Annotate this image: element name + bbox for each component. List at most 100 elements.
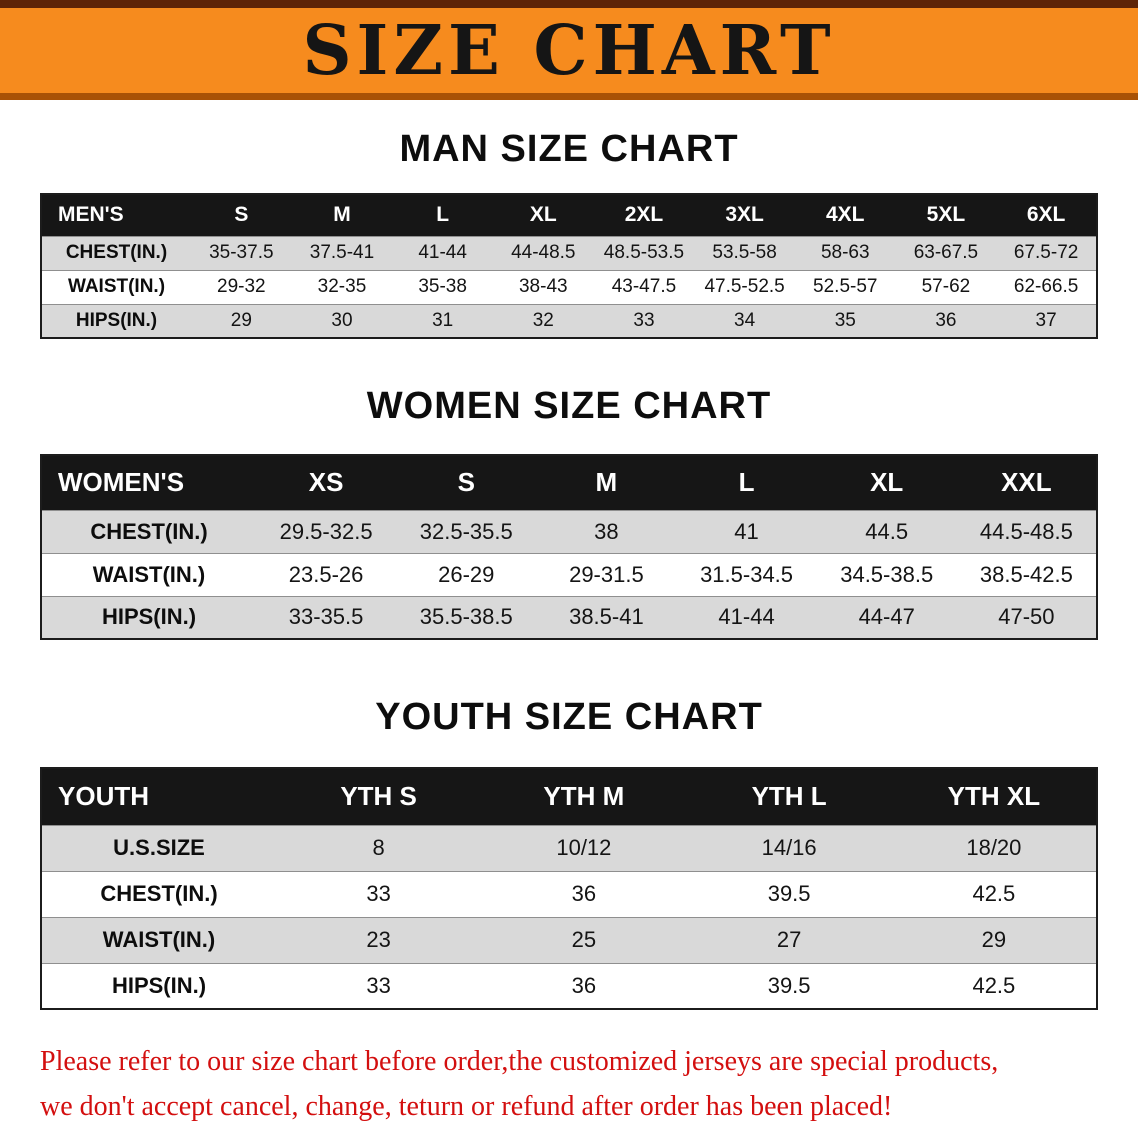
women-size-section: WOMEN SIZE CHART WOMEN'S XS S M L XL XXL CHEST(…	[0, 385, 1138, 640]
size-value-cell: 35-38	[418, 276, 467, 297]
disclaimer-line-1: Please refer to our size chart before or…	[40, 1046, 999, 1077]
men-size-section: MAN SIZE CHART MEN'S S M L XL 2XL 3XL 4XL 5XL 6XL…	[0, 128, 1138, 339]
size-value-cell: 57-62	[921, 276, 971, 297]
size-value-cell: 30	[331, 309, 353, 331]
size-value-cell: 58-63	[820, 242, 870, 263]
size-value-cell: 33	[366, 972, 391, 998]
size-value-cell: 43-47.5	[611, 276, 677, 297]
size-value-cell: 35.5-38.5	[419, 604, 513, 630]
row-label-cell: CHEST(IN.)	[90, 518, 208, 544]
size-value-cell: 39.5	[767, 972, 811, 998]
size-value-cell: 38	[594, 518, 619, 544]
size-column-header: YTH XL	[947, 781, 1041, 812]
row-label-cell: HIPS(IN.)	[111, 972, 207, 998]
size-value-cell: 25	[571, 927, 597, 952]
size-column-header: M	[333, 203, 351, 227]
table-title-cell: MEN'S	[58, 203, 124, 227]
measurement-row: U.S.SIZE 8 10/12 14/16 18/20	[41, 825, 1097, 871]
banner-title: SIZE CHART	[302, 10, 836, 91]
size-column-header: XL	[870, 467, 904, 498]
size-column-header: 4XL	[826, 203, 865, 227]
disclaimer: Please refer to our size chart before or…	[40, 1040, 1118, 1130]
size-value-cell: 62-66.5	[1013, 276, 1079, 297]
size-column-header: L	[436, 203, 450, 227]
size-value-cell: 32-35	[317, 276, 367, 297]
size-value-cell: 41	[734, 518, 759, 544]
size-value-cell: 14/16	[761, 835, 817, 860]
size-value-cell: 37	[1035, 309, 1057, 331]
size-value-cell: 33-35.5	[288, 604, 364, 630]
size-value-cell: 29.5-32.5	[279, 518, 373, 544]
size-value-cell: 41-44	[418, 242, 467, 263]
measurement-row: WAIST(IN.) 23.5-26 26-29 29-31.5 31.5-34.5 34…	[41, 553, 1097, 596]
size-value-cell: 23.5-26	[288, 561, 364, 587]
table-title-cell: YOUTH	[58, 781, 149, 812]
table-header-row: YOUTH YTH S YTH M YTH L YTH XL	[41, 768, 1097, 825]
measurement-row: CHEST(IN.) 35-37.5 37.5-41 41-44 44-48.5 48.5…	[41, 236, 1097, 270]
size-column-header: 2XL	[624, 203, 664, 227]
size-value-cell: 27	[776, 927, 802, 952]
size-value-cell: 23	[366, 927, 391, 952]
size-value-cell: 42.5	[972, 972, 1016, 998]
measurement-row: CHEST(IN.) 33 36 39.5 42.5	[41, 871, 1097, 917]
size-value-cell: 34	[734, 309, 756, 331]
size-column-header: XS	[308, 467, 344, 498]
size-value-cell: 29	[230, 309, 252, 331]
size-column-header: YTH S	[340, 781, 417, 812]
youth-size-chart-heading: YOUTH SIZE CHART	[375, 696, 763, 738]
size-value-cell: 33	[633, 309, 655, 331]
men-size-table: MEN'S S M L XL 2XL 3XL 4XL 5XL 6XL CHEST(IN.) 35-37…	[40, 193, 1098, 339]
size-value-cell: 29	[981, 927, 1007, 952]
size-column-header: L	[738, 467, 755, 498]
size-column-header: XL	[529, 203, 557, 227]
size-column-header: YTH M	[543, 781, 625, 812]
row-label-cell: HIPS(IN.)	[75, 309, 158, 331]
women-size-chart-heading: WOMEN SIZE CHART	[366, 385, 772, 427]
size-column-header: 6XL	[1026, 203, 1066, 227]
size-value-cell: 44-48.5	[511, 242, 576, 263]
size-value-cell: 18/20	[966, 835, 1022, 860]
disclaimer-line-2: we don't accept cancel, change, teturn o…	[40, 1090, 893, 1122]
size-value-cell: 42.5	[972, 881, 1016, 906]
size-value-cell: 36	[571, 972, 597, 998]
table-header-row: WOMEN'S XS S M L XL XXL	[41, 455, 1097, 510]
measurement-row: WAIST(IN.) 23 25 27 29	[41, 917, 1097, 963]
table-title-cell: WOMEN'S	[58, 467, 185, 498]
size-value-cell: 8	[372, 835, 385, 860]
size-column-header: M	[595, 467, 618, 498]
size-value-cell: 48.5-53.5	[603, 242, 685, 263]
youth-size-section: YOUTH SIZE CHART YOUTH YTH S YTH M YTH L YTH…	[0, 696, 1138, 1010]
size-value-cell: 35	[834, 309, 856, 331]
size-value-cell: 32.5-35.5	[419, 518, 513, 544]
size-value-cell: 33	[366, 881, 391, 906]
row-label-cell: U.S.SIZE	[113, 835, 205, 860]
size-value-cell: 35-37.5	[209, 242, 274, 263]
women-size-table: WOMEN'S XS S M L XL XXL CHEST(IN.) 29.5-32.5 32.5…	[40, 454, 1098, 640]
size-value-cell: 32	[532, 309, 554, 331]
size-column-header: S	[457, 467, 475, 498]
size-value-cell: 47-50	[998, 604, 1055, 630]
size-column-header: YTH L	[751, 781, 827, 812]
size-value-cell: 10/12	[556, 835, 612, 860]
size-value-cell: 34.5-38.5	[840, 561, 934, 587]
size-value-cell: 38-43	[518, 276, 568, 297]
size-value-cell: 41-44	[718, 604, 775, 630]
size-value-cell: 31	[432, 309, 454, 331]
youth-size-table: YOUTH YTH S YTH M YTH L YTH XL U.S.SIZE 8 10/12…	[40, 767, 1098, 1010]
size-value-cell: 36	[935, 309, 957, 331]
size-value-cell: 31.5-34.5	[700, 561, 794, 587]
size-column-header: 3XL	[725, 203, 764, 227]
row-label-cell: CHEST(IN.)	[100, 881, 218, 906]
row-label-cell: HIPS(IN.)	[101, 604, 197, 630]
row-label-cell: WAIST(IN.)	[67, 276, 166, 297]
size-column-header: XXL	[1001, 467, 1052, 498]
size-value-cell: 39.5	[767, 881, 811, 906]
size-value-cell: 26-29	[438, 561, 495, 587]
size-value-cell: 38.5-42.5	[979, 561, 1073, 587]
measurement-row: WAIST(IN.) 29-32 32-35 35-38 38-43 43-47.5 47.…	[41, 270, 1097, 304]
size-value-cell: 44.5	[865, 518, 909, 544]
size-column-header: S	[234, 203, 249, 227]
size-value-cell: 52.5-57	[813, 276, 878, 297]
size-value-cell: 37.5-41	[309, 242, 375, 263]
measurement-row: HIPS(IN.) 29 30 31 32 33 34 35 36 37	[41, 304, 1097, 338]
